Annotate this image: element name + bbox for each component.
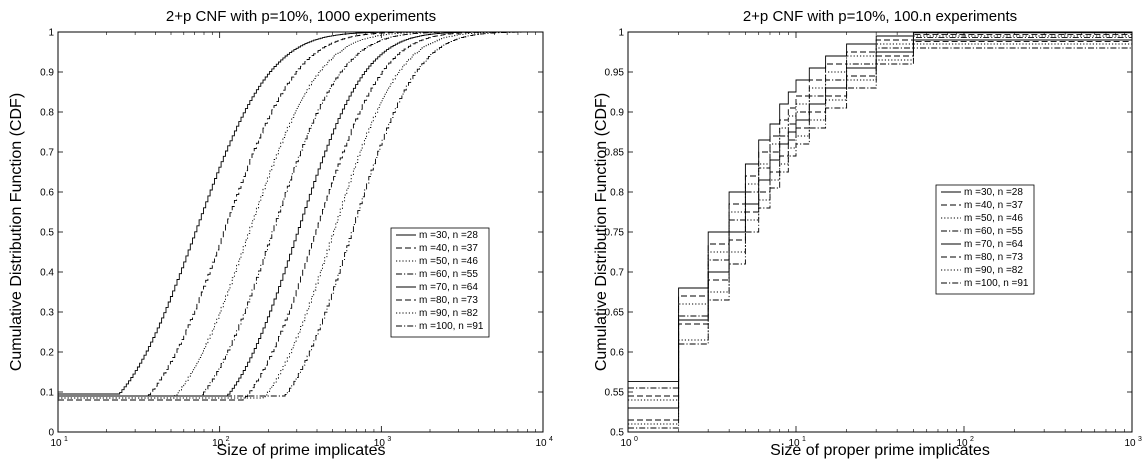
chart-left-title: 2+p CNF with p=10%, 1000 experiments (166, 8, 436, 25)
y-tick-label: 0.9 (40, 68, 54, 79)
series-line-4 (58, 31, 543, 397)
y-tick-label: 0.8 (610, 188, 624, 199)
chart-right: 2+p CNF with p=10%, 100.n experiments Si… (593, 8, 1142, 459)
series-line-7 (58, 31, 543, 399)
y-tick-label: 0.85 (605, 148, 625, 159)
y-tick-label: 0 (48, 428, 54, 439)
series-line-3 (628, 32, 1133, 401)
legend-label: m =30, n =28 (964, 187, 1023, 198)
legend-right: m =30, n =28 m =40, n =37 m =50, n =46 m =6… (935, 184, 1035, 295)
series-line-4 (628, 32, 1133, 389)
series-line-6 (628, 32, 1133, 421)
series-line-5 (628, 32, 1133, 409)
y-tick-label: 1 (618, 28, 624, 39)
series-line-1 (58, 31, 543, 395)
legend-label: m =80, n =73 (419, 295, 478, 306)
x-tick-label: 10 (620, 438, 632, 449)
x-axis-label-left: Size of prime implicates (217, 442, 386, 459)
y-axis-label-left: Cumulative Distribution Function (CDF) (8, 93, 25, 371)
y-tick-label: 1 (48, 28, 54, 39)
x-tick-exponent: 1 (64, 436, 68, 443)
series-group-right (628, 32, 1133, 429)
legend-label: m =60, n =55 (964, 226, 1023, 237)
legend-left: m =30, n =28 m =40, n =37 m =50, n =46 m =6… (390, 227, 490, 338)
y-tick-label: 0.55 (605, 388, 625, 399)
series-line-7 (628, 32, 1133, 425)
y-tick-label: 0.2 (40, 348, 54, 359)
x-tick-label: 10 (956, 438, 968, 449)
series-line-2 (628, 32, 1133, 397)
series-line-5 (58, 31, 543, 397)
legend-label: m =100, n =91 (419, 321, 484, 332)
y-tick-label: 0.6 (610, 348, 624, 359)
x-tick-exponent: 0 (634, 436, 638, 443)
y-tick-label: 0.8 (40, 108, 54, 119)
y-tick-label: 0.65 (605, 308, 625, 319)
series-group-left (58, 31, 543, 401)
x-tick-exponent: 3 (1138, 436, 1142, 443)
legend-label: m =70, n =64 (419, 282, 478, 293)
y-tick-label: 0.4 (40, 268, 54, 279)
y-tick-label: 0.9 (610, 108, 624, 119)
legend-box-right (935, 184, 1035, 295)
chart-left: 2+p CNF with p=10%, 1000 experiments Siz… (8, 8, 553, 459)
y-tick-label: 0.95 (605, 68, 625, 79)
x-tick-label: 10 (50, 438, 62, 449)
chart-right-title: 2+p CNF with p=10%, 100.n experiments (743, 8, 1017, 25)
y-tick-label: 0.5 (40, 228, 54, 239)
y-tick-label: 0.6 (40, 188, 54, 199)
legend-label: m =40, n =37 (419, 243, 478, 254)
y-tick-label: 0.5 (610, 428, 624, 439)
x-tick-label: 10 (374, 438, 386, 449)
x-tick-exponent: 1 (802, 436, 806, 443)
legend-label: m =90, n =82 (419, 308, 478, 319)
y-tick-label: 0.7 (610, 268, 624, 279)
legend-label: m =100, n =91 (964, 278, 1029, 289)
legend-label: m =30, n =28 (419, 230, 478, 241)
series-line-2 (58, 31, 543, 397)
series-line-6 (58, 31, 543, 401)
series-line-8 (58, 31, 543, 397)
x-tick-exponent: 4 (549, 436, 553, 443)
legend-box-left (390, 227, 490, 338)
x-tick-exponent: 3 (387, 436, 391, 443)
legend-label: m =60, n =55 (419, 269, 478, 280)
y-axis-label-right: Cumulative Distribution Function (CDF) (593, 93, 610, 371)
series-line-1 (628, 32, 1133, 383)
y-tick-label: 0.1 (40, 388, 54, 399)
x-axis-label-right: Size of proper prime implicates (770, 442, 990, 459)
y-tick-label: 0.75 (605, 228, 625, 239)
legend-label: m =90, n =82 (964, 265, 1023, 276)
legend-label: m =40, n =37 (964, 200, 1023, 211)
x-tick-exponent: 2 (226, 436, 230, 443)
series-line-3 (58, 31, 543, 399)
legend-label: m =50, n =46 (964, 213, 1023, 224)
plot-area-right (627, 31, 1133, 433)
x-tick-exponent: 2 (970, 436, 974, 443)
x-tick-label: 10 (788, 438, 800, 449)
legend-label: m =50, n =46 (419, 256, 478, 267)
x-tick-label: 10 (212, 438, 224, 449)
x-tick-label: 10 (1124, 438, 1136, 449)
series-line-8 (628, 32, 1133, 429)
y-tick-label: 0.3 (40, 308, 54, 319)
y-tick-label: 0.7 (40, 148, 54, 159)
legend-label: m =80, n =73 (964, 252, 1023, 263)
x-tick-label: 10 (535, 438, 547, 449)
legend-label: m =70, n =64 (964, 239, 1023, 250)
